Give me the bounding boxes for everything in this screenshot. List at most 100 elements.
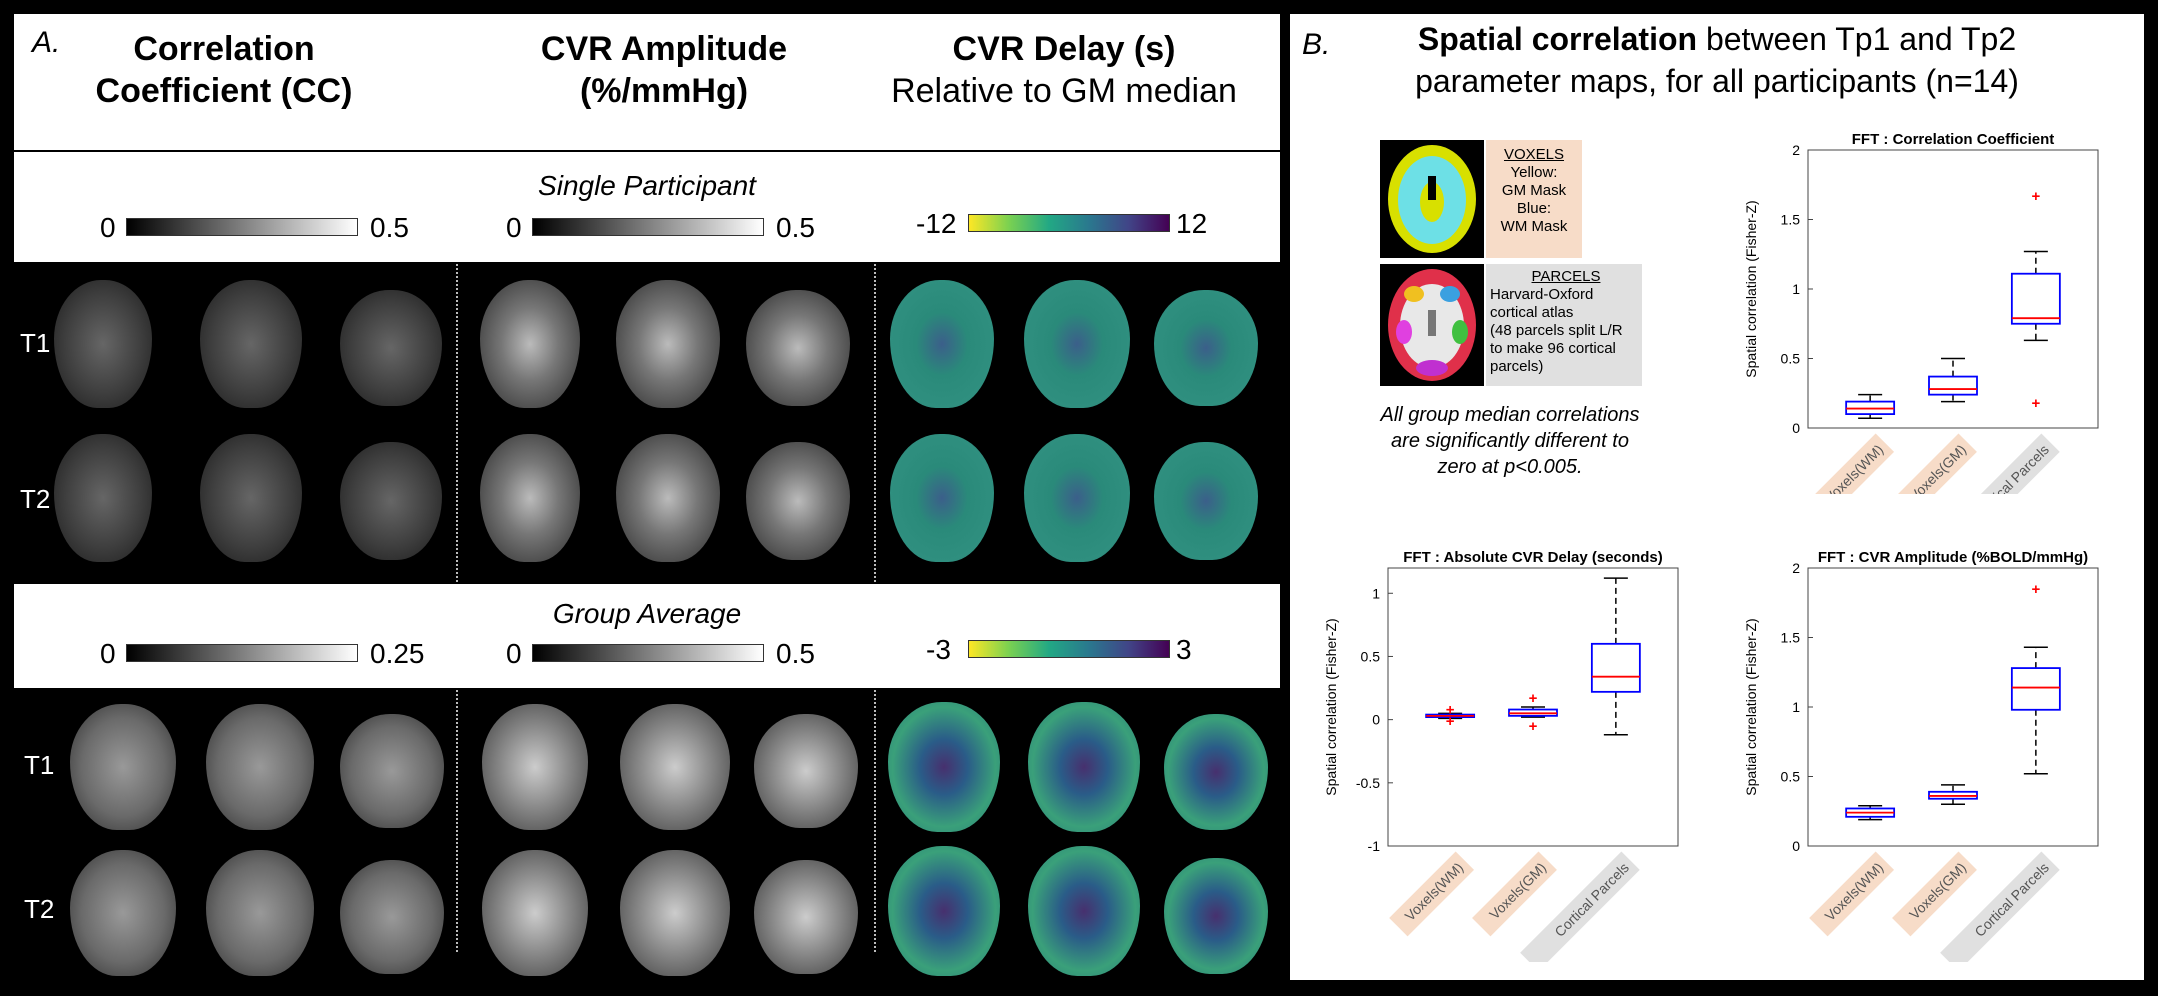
plot-area-frame bbox=[1387, 567, 1679, 847]
brain-slice-delay-t2 bbox=[890, 434, 994, 562]
brain-slice-amp-t1 bbox=[746, 290, 850, 406]
amp-group-colorbar bbox=[532, 644, 764, 662]
y-tick-label: 1.5 bbox=[1781, 212, 1801, 228]
brain-slice-cc-group-t2 bbox=[206, 850, 314, 976]
brain-slice-cc-t2 bbox=[340, 442, 442, 560]
outlier-marker: + bbox=[1529, 690, 1538, 707]
cc-colorbar bbox=[126, 218, 358, 236]
x-tick-label: Cortical Parcels bbox=[1551, 859, 1632, 940]
outlier-marker: + bbox=[2031, 581, 2040, 598]
single-participant-band: Single Participant 0 0.5 0 0.5 -12 12 bbox=[14, 152, 1280, 262]
category-tag-bg bbox=[1520, 851, 1640, 962]
boxplot-cvr-delay: FFT : Absolute CVR Delay (seconds) -1 -0.5… bbox=[1323, 549, 1679, 962]
y-tick-label: 0.5 bbox=[1781, 769, 1801, 785]
category-tag: Voxels(WM) bbox=[1809, 433, 1895, 494]
cc-group-scale-max: 0.25 bbox=[370, 638, 425, 669]
brain-slice-amp-group-t1 bbox=[620, 704, 730, 830]
chart-title: FFT : CVR Amplitude (%BOLD/mmHg) bbox=[1818, 549, 2088, 566]
brain-slice-amp-group-t2 bbox=[754, 860, 858, 974]
delay-group-scale-min: -3 bbox=[926, 634, 951, 665]
delay-column-title: CVR Delay (s) Relative to GM median bbox=[891, 30, 1237, 110]
y-axis-label: Spatial correlation (Fisher-Z) bbox=[1323, 618, 1339, 795]
row-label-t2: T2 bbox=[20, 484, 51, 514]
category-tag-bg bbox=[1389, 851, 1475, 937]
brain-slice-amp-t1 bbox=[616, 280, 720, 408]
y-tick-label: 0.5 bbox=[1781, 351, 1801, 367]
brain-slice-delay-t2 bbox=[1154, 442, 1258, 560]
brain-slice-amp-group-t2 bbox=[482, 850, 588, 976]
brain-slice-amp-t2 bbox=[616, 434, 720, 562]
amp-group-scale-min: 0 bbox=[506, 638, 522, 669]
row-label-t1: T1 bbox=[20, 328, 51, 358]
single-participant-label: Single Participant bbox=[538, 170, 756, 201]
brain-slice-cc-group-t2 bbox=[70, 850, 176, 976]
brain-slice-amp-t1 bbox=[480, 280, 580, 408]
column-separator bbox=[874, 264, 876, 582]
brain-slice-cc-t1 bbox=[340, 290, 442, 406]
box-iqr bbox=[2010, 272, 2061, 325]
cc-column-title: Correlation Coefficient (CC) bbox=[95, 30, 353, 110]
panel-a-header: A. Correlation Coefficient (CC) CVR Ampli… bbox=[14, 14, 1280, 150]
row-label-t1-group: T1 bbox=[24, 750, 55, 780]
category-tag: Voxels(WM) bbox=[1809, 851, 1895, 937]
brain-slice-cc-group-t2 bbox=[340, 860, 444, 974]
y-axis-label: Spatial correlation (Fisher-Z) bbox=[1743, 200, 1759, 377]
brain-slice-amp-group-t2 bbox=[620, 850, 730, 976]
boxplot-cvr-amplitude: FFT : CVR Amplitude (%BOLD/mmHg) 0 0.5 1 1.5… bbox=[1743, 549, 2099, 962]
delay-colorbar bbox=[968, 214, 1170, 232]
y-tick-label: 1 bbox=[1792, 281, 1800, 297]
cc-group-colorbar bbox=[126, 644, 358, 662]
column-separator bbox=[874, 690, 876, 952]
y-tick-label: 0.5 bbox=[1361, 648, 1381, 664]
brain-slice-delay-group-t2 bbox=[888, 846, 1000, 976]
y-tick-label: 0 bbox=[1792, 420, 1800, 436]
brain-slice-delay-group-t1 bbox=[1164, 714, 1268, 830]
box-iqr bbox=[2010, 667, 2061, 711]
brain-slice-cc-t2 bbox=[54, 434, 152, 562]
y-tick-label: -0.5 bbox=[1356, 775, 1380, 791]
category-tag-bg bbox=[1940, 851, 2060, 962]
delay-scale-max: 12 bbox=[1176, 208, 1208, 239]
brain-slice-amp-group-t1 bbox=[482, 704, 588, 830]
x-tick-label: Voxels(WM) bbox=[1402, 859, 1467, 924]
y-axis-label: Spatial correlation (Fisher-Z) bbox=[1743, 618, 1759, 795]
category-tag: Voxels(WM) bbox=[1389, 851, 1475, 937]
brain-slice-delay-group-t1 bbox=[1028, 702, 1140, 832]
y-tick-label: 0 bbox=[1372, 712, 1380, 728]
amp-scale-min: 0 bbox=[506, 212, 522, 243]
amp-group-scale-max: 0.5 bbox=[776, 638, 815, 669]
amp-scale-max: 0.5 bbox=[776, 212, 815, 243]
y-tick-label: 1 bbox=[1792, 699, 1800, 715]
voxel-mask-thumbnail bbox=[1380, 140, 1484, 258]
category-tag-bg bbox=[1940, 433, 2060, 494]
voxel-legend: VOXELS Yellow: GM Mask Blue: WM Mask bbox=[1486, 140, 1582, 258]
y-tick-label: 2 bbox=[1792, 142, 1800, 158]
group-average-label: Group Average bbox=[552, 598, 742, 629]
y-tick-label: -1 bbox=[1368, 838, 1381, 854]
parcel-legend: PARCELS Harvard-Oxford cortical atlas (4… bbox=[1486, 264, 1642, 386]
category-tag-bg bbox=[1892, 433, 1977, 494]
cc-scale-min: 0 bbox=[100, 212, 116, 243]
category-tag: Voxels(GM) bbox=[1472, 851, 1557, 937]
brain-slice-delay-t2 bbox=[1024, 434, 1130, 562]
y-tick-label: 1 bbox=[1372, 585, 1380, 601]
parcel-atlas-brain bbox=[1388, 269, 1476, 381]
boxplot-correlation-coefficient: FFT : Correlation Coefficient 0 0.5 1 1.5 2 Sp… bbox=[1743, 131, 2099, 494]
row-label-t2-group: T2 bbox=[24, 894, 55, 924]
column-separator bbox=[456, 264, 458, 582]
y-tick-label: 2 bbox=[1792, 560, 1800, 576]
panel-b-letter: B. bbox=[1302, 28, 1331, 61]
brain-slice-delay-t1 bbox=[1024, 280, 1130, 408]
brain-slice-cc-group-t1 bbox=[206, 704, 314, 830]
brain-slice-cc-group-t1 bbox=[70, 704, 176, 830]
box-iqr bbox=[1590, 642, 1641, 693]
panel-a-letter: A. bbox=[32, 26, 61, 59]
x-tick-label: Voxels(WM) bbox=[1822, 859, 1887, 924]
panel-b: B. Spatial correlation between Tp1 and T… bbox=[1290, 14, 2144, 980]
column-separator bbox=[456, 690, 458, 952]
x-tick-label: Voxels(GM) bbox=[1486, 859, 1549, 922]
brain-slice-cc-t1 bbox=[54, 280, 152, 408]
amp-colorbar bbox=[532, 218, 764, 236]
category-tag: Voxels(GM) bbox=[1892, 433, 1977, 494]
x-tick-label: Cortical Parcels bbox=[1971, 859, 2052, 940]
